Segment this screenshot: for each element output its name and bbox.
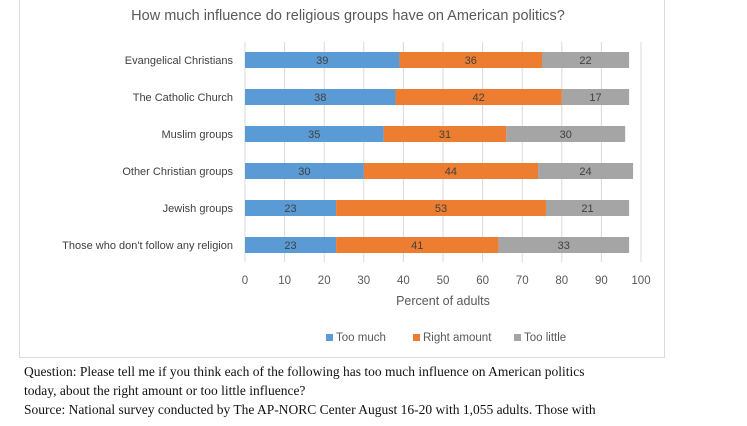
bar-segment-too-little [545,200,630,216]
data-label: 36 [465,55,477,67]
legend-swatch-too-much [326,334,333,341]
legend-label: Too much [336,332,386,344]
bar-segment-too-much [245,89,396,105]
question-text-line-1: Question: Please tell me if you think ea… [24,364,585,379]
bar-segment-too-much [245,52,400,68]
x-tick-label-0: 0 [242,275,248,287]
chart-title: How much influence do religious groups h… [131,8,565,24]
data-label: 38 [314,92,326,104]
data-label: 44 [445,166,457,178]
data-label: 39 [316,55,328,67]
category-label: Evangelical Christians [125,55,234,67]
x-tick-label-100: 100 [631,275,650,287]
data-label: 17 [589,92,601,104]
x-tick-label-80: 80 [555,275,568,287]
bar-segment-too-much [245,163,364,179]
data-label: 42 [473,92,485,104]
bar-segment-right-amount [363,163,539,179]
x-tick-label-90: 90 [595,275,608,287]
bar-segment-right-amount [395,89,562,105]
category-label: The Catholic Church [133,92,233,104]
category-label: Muslim groups [161,129,233,141]
x-tick-label-10: 10 [278,275,291,287]
bar-segment-too-little [506,126,626,142]
data-label: 23 [284,203,296,215]
data-label: 41 [411,240,423,252]
data-label: 31 [439,129,451,141]
stacked-bar-chart: How much influence do religious groups h… [62,8,650,344]
bar-segment-too-little [538,163,634,179]
bar-segment-right-amount [336,200,546,216]
legend-label: Too little [524,332,566,344]
x-tick-label-70: 70 [516,275,529,287]
data-label: 24 [579,166,591,178]
category-label: Those who don't follow any religion [62,240,233,252]
category-label: Jewish groups [163,203,234,215]
data-label: 22 [579,55,591,67]
bar-segment-too-much [245,200,337,216]
data-label: 21 [581,203,593,215]
bar-segment-too-much [245,126,384,142]
data-label: 30 [298,166,310,178]
data-label: 23 [284,240,296,252]
data-label: 33 [558,240,570,252]
source-text-line-1: Source: National survey conducted by The… [24,402,596,417]
legend-swatch-too-little [514,334,521,341]
x-tick-label-20: 20 [318,275,331,287]
category-label: Other Christian groups [122,166,233,178]
bar-segment-too-little [542,52,630,68]
x-tick-label-50: 50 [437,275,450,287]
question-text-line-2: today, about the right amount or too lit… [24,383,306,398]
x-tick-label-60: 60 [476,275,489,287]
bar-segment-too-much [245,237,337,253]
data-label: 53 [435,203,447,215]
x-tick-label-30: 30 [357,275,370,287]
x-tick-label-40: 40 [397,275,410,287]
bar-segment-right-amount [336,237,499,253]
data-label: 30 [560,129,572,141]
bar-segment-right-amount [383,126,507,142]
chart-frame: How much influence do religious groups h… [19,0,665,358]
data-label: 35 [308,129,320,141]
bar-segment-too-little [498,237,630,253]
bar-segment-too-little [561,89,630,105]
bar-segment-right-amount [399,52,542,68]
legend-label: Right amount [423,332,492,344]
legend-swatch-right-amount [413,334,420,341]
x-axis-title: Percent of adults [396,294,490,308]
